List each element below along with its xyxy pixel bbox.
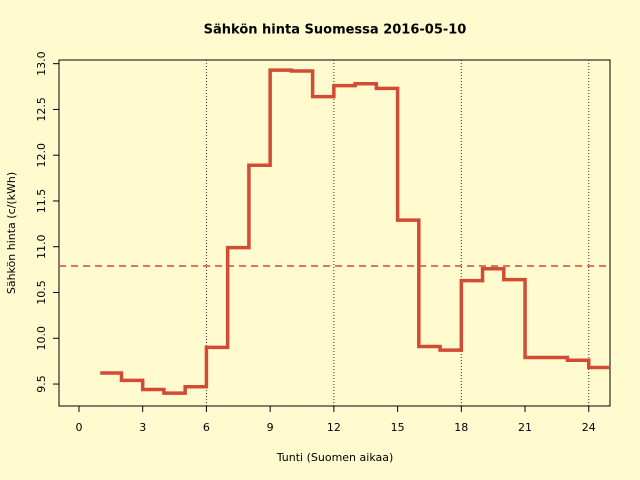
x-tick-label: 3 [139,421,146,434]
x-tick-label: 21 [518,421,532,434]
y-tick-label: 13.0 [35,51,48,76]
x-tick-label: 15 [391,421,405,434]
y-tick-label: 10.5 [35,280,48,305]
x-axis-label: Tunti (Suomen aikaa) [276,451,394,464]
y-tick-label: 9.5 [35,375,48,393]
y-tick-label: 11.0 [35,234,48,259]
x-tick-label: 6 [203,421,210,434]
x-tick-label: 24 [582,421,596,434]
y-tick-label: 12.0 [35,143,48,168]
x-tick-label: 12 [327,421,341,434]
y-tick-label: 12.5 [35,97,48,122]
y-tick-label: 10.0 [35,326,48,351]
chart-title: Sähkön hinta Suomessa 2016-05-10 [204,23,467,38]
price-line [100,68,610,395]
y-axis-label: Sähkön hinta (c/(kWh) [5,172,18,294]
x-tick-label: 0 [75,421,82,434]
x-tick-label: 18 [454,421,468,434]
x-tick-label: 9 [267,421,274,434]
plot-frame [58,59,611,407]
y-tick-label: 11.5 [35,189,48,214]
